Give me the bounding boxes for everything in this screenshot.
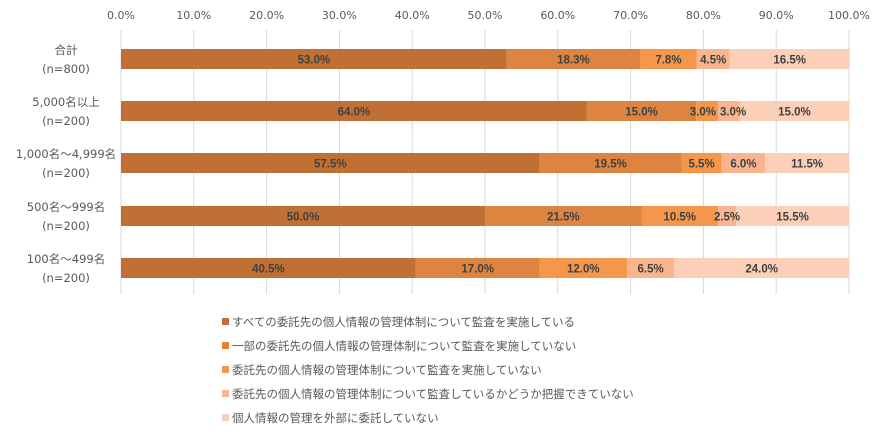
bar-segment	[640, 49, 697, 69]
legend-label: 一部の委託先の個人情報の管理体制について監査を実施していない	[232, 339, 576, 353]
legend-label: 委託先の個人情報の管理体制について監査しているかどうか把握できていない	[232, 387, 634, 401]
bar-segment	[736, 206, 849, 226]
data-label: 11.5%	[791, 159, 823, 171]
x-tick-label: 100.0%	[828, 9, 870, 22]
data-label: 19.5%	[594, 159, 627, 171]
x-tick-label: 20.0%	[249, 9, 284, 22]
data-label: 40.5%	[252, 264, 285, 276]
bar-segment	[681, 153, 722, 173]
data-label: 17.0%	[461, 264, 494, 276]
data-label: 6.5%	[638, 264, 664, 276]
x-tick-label: 50.0%	[468, 9, 503, 22]
legend-swatch	[222, 414, 229, 421]
bar-segment	[539, 258, 627, 278]
legend-swatch	[222, 342, 229, 349]
data-label: 5.5%	[688, 159, 714, 171]
category-label: 1,000名～4,999名	[16, 147, 116, 161]
bar-segment	[641, 206, 718, 226]
data-label: 16.5%	[773, 55, 806, 67]
data-label: 57.5%	[314, 159, 347, 171]
bar-segment	[717, 101, 740, 121]
x-tick-label: 70.0%	[613, 9, 648, 22]
legend: すべての委託先の個人情報の管理体制について監査を実施している一部の委託先の個人情…	[222, 315, 634, 425]
bars	[121, 49, 850, 278]
category-label: 合計	[55, 43, 78, 57]
bar-segment	[121, 49, 507, 69]
category-label: 100名～499名	[27, 252, 105, 266]
legend-label: すべての委託先の個人情報の管理体制について監査を実施している	[232, 315, 575, 329]
bar-segment	[626, 258, 675, 278]
bar-segment	[674, 258, 849, 278]
data-label: 12.0%	[567, 264, 600, 276]
bar-segment	[765, 153, 849, 173]
legend-item: すべての委託先の個人情報の管理体制について監査を実施している	[222, 315, 575, 329]
category-n-label: (n=200)	[42, 271, 90, 285]
bar-segment	[415, 258, 540, 278]
data-labels: 53.0% 18.3% 7.8% 4.5% 16.5% 64.0% 15.0% 3.0% 3.0…	[252, 55, 823, 276]
data-label: 18.3%	[557, 55, 590, 67]
bar-segment	[539, 153, 682, 173]
legend-label: 委託先の個人情報の管理体制について監査を実施していない	[232, 363, 542, 377]
data-label: 7.8%	[655, 55, 681, 67]
x-tick-label: 0.0%	[107, 9, 135, 22]
legend-item: 個人情報の管理を外部に委託していない	[222, 411, 439, 425]
bar-segment	[696, 101, 718, 121]
bar-segment	[717, 206, 737, 226]
data-label: 3.0%	[690, 107, 716, 119]
bar-segment	[721, 153, 766, 173]
legend-label: 個人情報の管理を外部に委託していない	[232, 411, 439, 425]
bar-segment	[729, 49, 850, 69]
data-label: 64.0%	[338, 107, 371, 119]
x-tick-label: 40.0%	[395, 9, 430, 22]
bar-segment	[485, 206, 642, 226]
data-label: 21.5%	[547, 212, 580, 224]
legend-swatch	[222, 318, 229, 325]
data-label: 53.0%	[298, 55, 331, 67]
legend-swatch	[222, 390, 229, 397]
bar-segment	[121, 258, 416, 278]
x-tick-label: 90.0%	[759, 9, 794, 22]
legend-item: 一部の委託先の個人情報の管理体制について監査を実施していない	[222, 339, 576, 353]
data-label: 3.0%	[720, 107, 746, 119]
x-tick-label: 80.0%	[686, 9, 721, 22]
bar-segment	[121, 153, 540, 173]
bar-segment	[506, 49, 641, 69]
bar-segment	[739, 101, 849, 121]
category-n-label: (n=200)	[42, 114, 90, 128]
x-tick-label: 10.0%	[176, 9, 211, 22]
bar-segment	[121, 101, 587, 121]
category-n-label: (n=800)	[42, 62, 90, 76]
data-label: 15.0%	[625, 107, 658, 119]
data-label: 4.5%	[700, 55, 726, 67]
x-tick-label: 60.0%	[540, 9, 575, 22]
data-label: 15.5%	[776, 212, 809, 224]
category-n-label: (n=200)	[42, 166, 90, 180]
bar-segment	[121, 206, 485, 226]
x-tick-label: 30.0%	[322, 9, 357, 22]
legend-item: 委託先の個人情報の管理体制について監査しているかどうか把握できていない	[222, 387, 634, 401]
category-label: 5,000名以上	[32, 95, 99, 109]
data-label: 2.5%	[714, 212, 740, 224]
category-labels: 合計 (n=800) 5,000名以上 (n=200) 1,000名～4,999名 (n=…	[16, 43, 116, 285]
legend-item: 委託先の個人情報の管理体制について監査を実施していない	[222, 363, 542, 377]
data-label: 24.0%	[745, 264, 778, 276]
category-n-label: (n=200)	[42, 219, 90, 233]
data-label: 6.0%	[730, 159, 756, 171]
data-label: 10.5%	[663, 212, 696, 224]
bar-segment	[586, 101, 697, 121]
data-label: 50.0%	[287, 212, 320, 224]
x-axis-ticks: 0.0% 10.0% 20.0% 30.0% 40.0% 50.0% 60.0% 70.0% 8…	[107, 9, 870, 22]
bar-segment	[696, 49, 730, 69]
category-label: 500名～999名	[27, 200, 105, 214]
legend-swatch	[222, 366, 229, 373]
data-label: 15.0%	[778, 107, 811, 119]
